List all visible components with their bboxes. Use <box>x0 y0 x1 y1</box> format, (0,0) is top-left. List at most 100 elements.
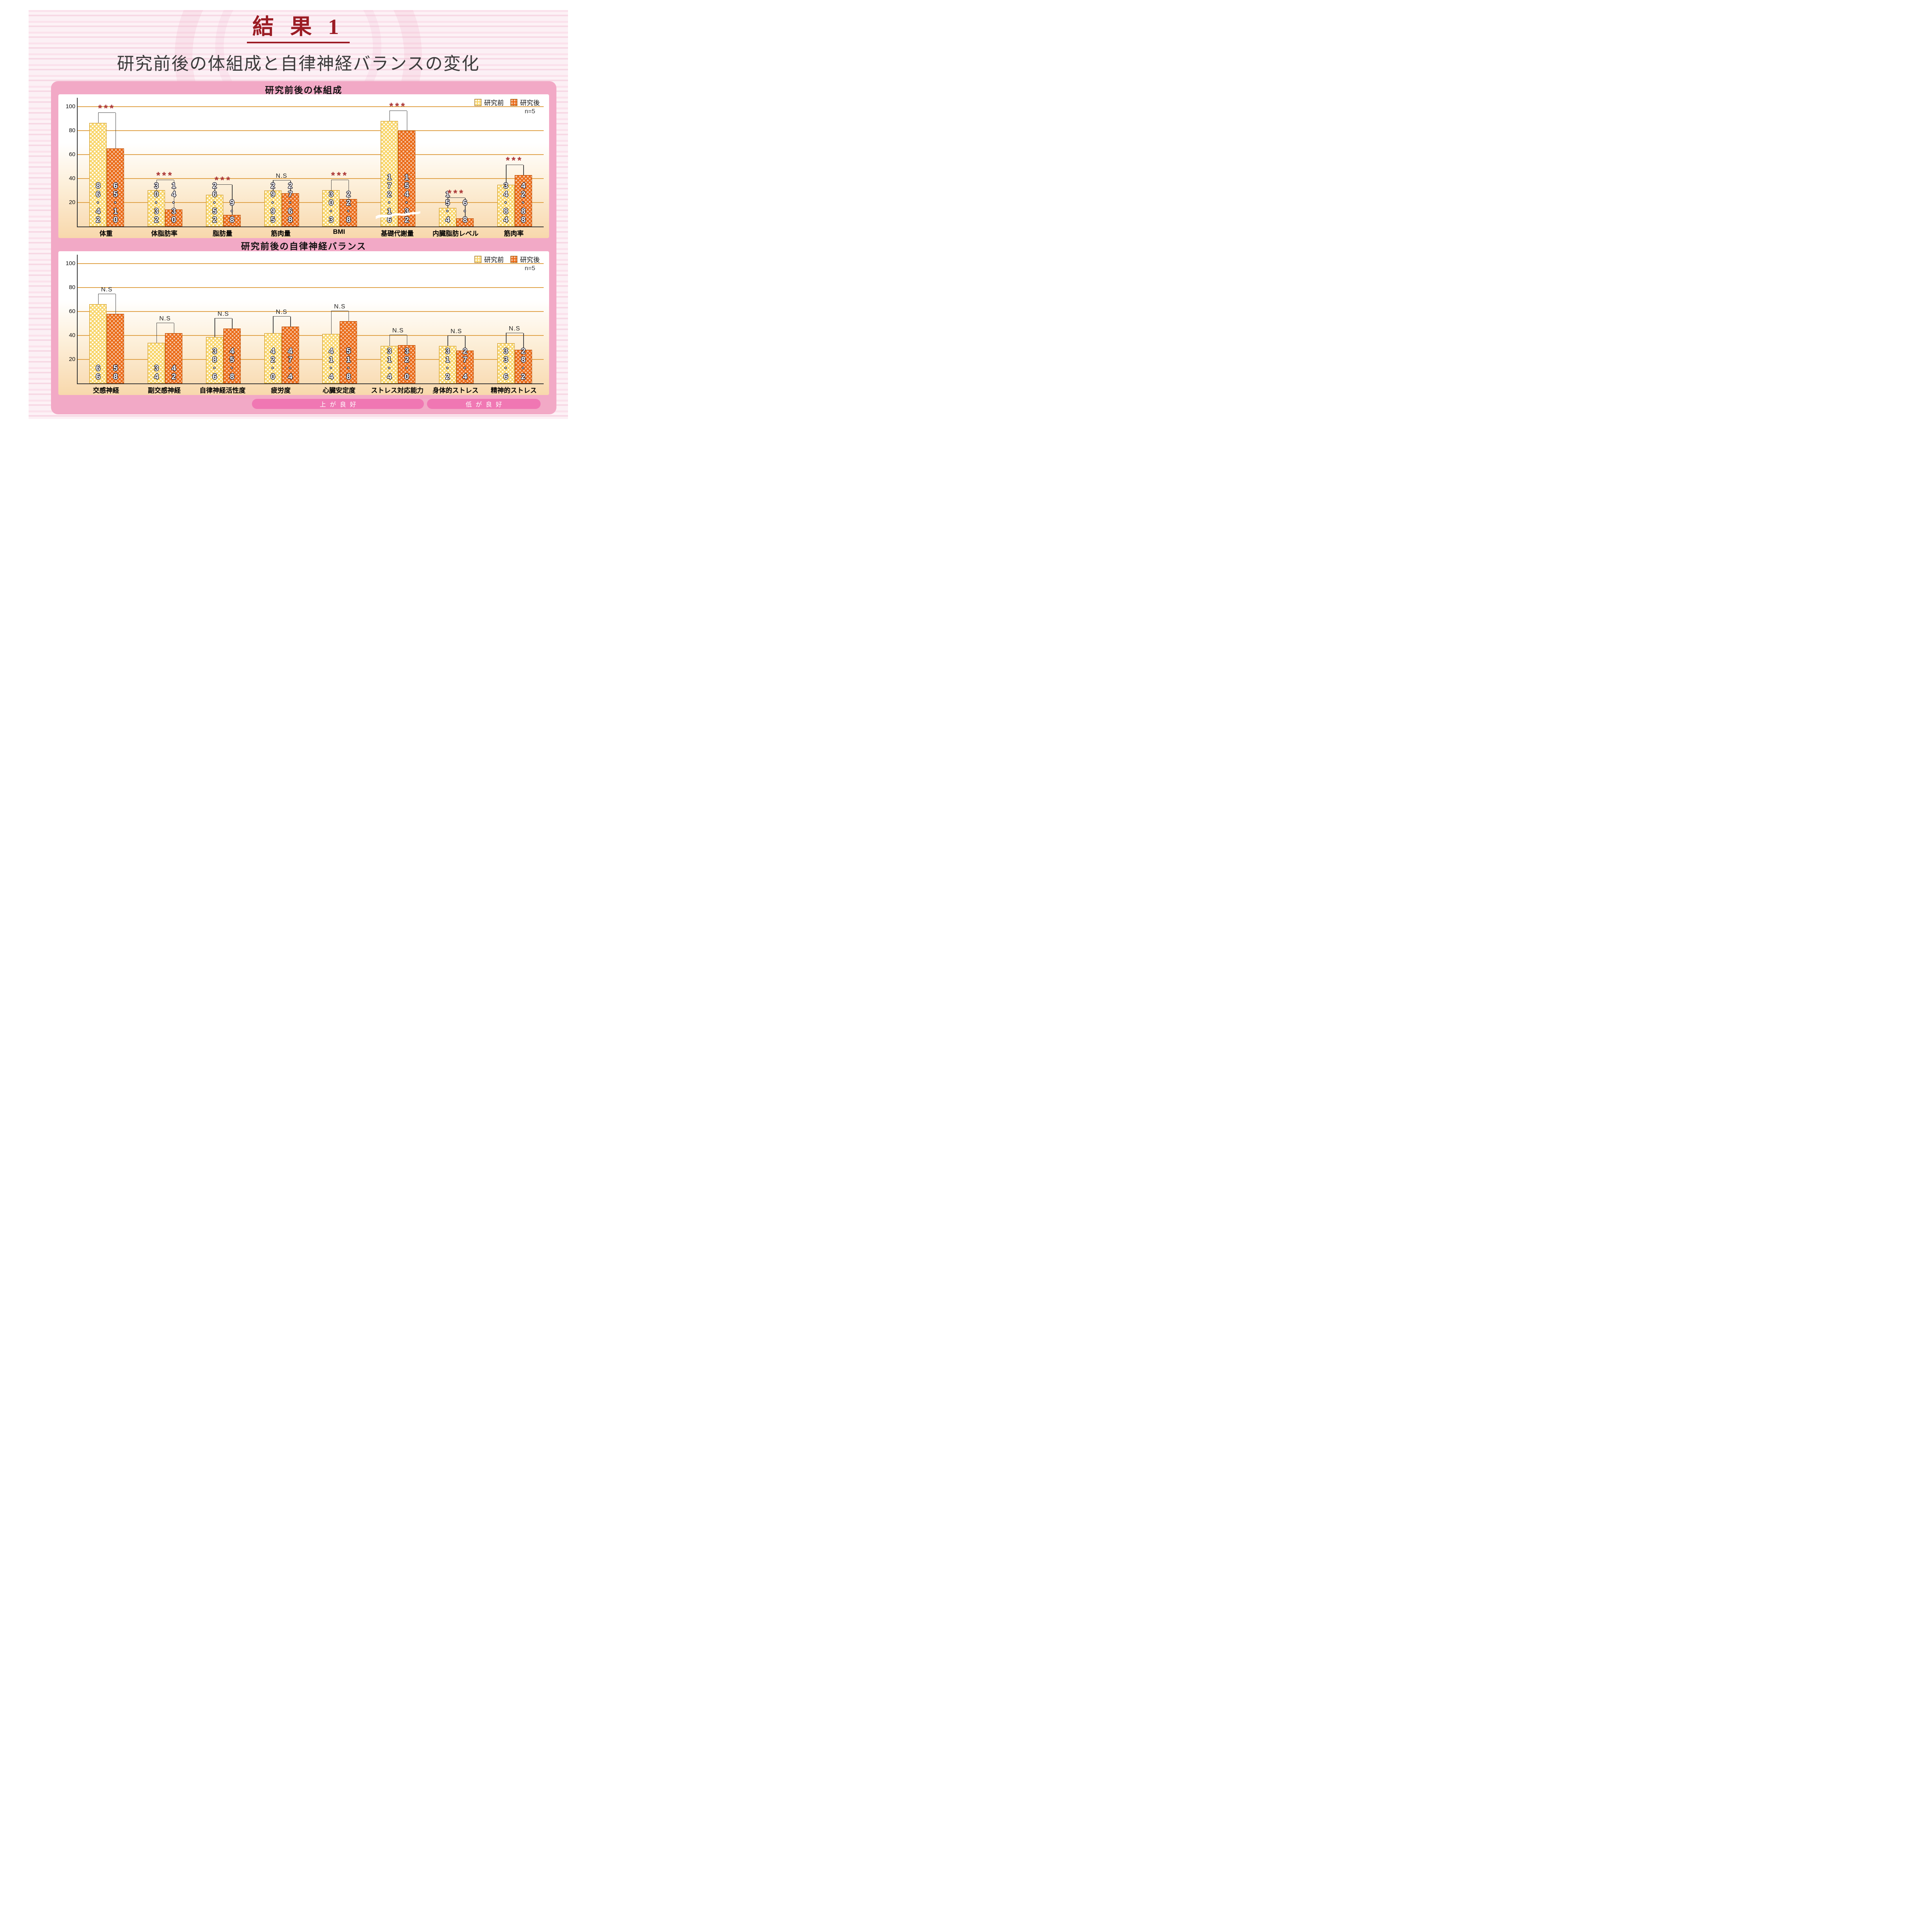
x-axis-labels: 交感神経 副交感神経 自律神経活性度 疲労度 心臓安定度 ストレス対応能力 身体的ストレス 精… <box>77 385 544 394</box>
bar-研究前-疲労度: 42·0 <box>264 333 282 383</box>
bar-研究後-BMI: 22·8 <box>340 190 357 226</box>
bar-研究前-BMI: 30·3 <box>322 190 340 226</box>
bar-研究後-内臓脂肪レベル: 6·8 <box>456 199 474 226</box>
x-axis-label: 筋肉率 <box>504 230 524 237</box>
legend-row: 研究前 研究後 <box>474 97 544 107</box>
x-axis-label: 疲労度 <box>271 387 291 394</box>
bar-研究後-副交感神経: 42 <box>165 333 183 383</box>
x-axis-label: 自律神経活性度 <box>199 387 246 394</box>
bar-研究前-基礎代謝量: 172·16 <box>381 121 398 226</box>
title-wrap: 結 果 1 <box>29 15 568 43</box>
x-axis-label: 内臓脂肪レベル <box>432 230 479 237</box>
bar-研究前-ストレス対応能力: 31·4 <box>381 346 398 383</box>
significance-bracket-leg <box>98 113 99 123</box>
bar-研究後-筋肉率: 42·88 <box>514 175 532 226</box>
significance-bracket-leg <box>465 336 466 351</box>
bar-value-label: 30·32 <box>152 182 161 224</box>
significance-label: N.S <box>276 309 287 316</box>
bar-研究後-精神的ストレス: 28·2 <box>514 347 532 383</box>
x-axis-label: 体脂肪率 <box>151 230 178 237</box>
significance-bracket <box>98 112 116 113</box>
y-axis-tick: 20 <box>69 199 75 206</box>
bar-value-label: 6·8 <box>461 199 469 224</box>
chart-legend: 研究前 研究後 n=5 <box>474 97 544 115</box>
legend-label-before: 研究前 <box>484 256 504 264</box>
bar-value-label: 42·88 <box>519 182 528 224</box>
x-axis-label: 筋肉量 <box>271 230 291 237</box>
bar-研究前-内臓脂肪レベル: 15·4 <box>439 190 456 226</box>
significance-label: *** <box>447 187 465 199</box>
x-axis-label: 心臓安定度 <box>322 387 355 394</box>
bar-研究前-自律神経活性度: 38·6 <box>206 337 223 383</box>
bar-value-label: 172·16 <box>385 173 394 224</box>
significance-bracket-leg <box>389 335 390 346</box>
bar-研究前-交感神経: 66 <box>89 304 107 383</box>
significance-bracket-leg <box>389 111 390 121</box>
y-axis-tick: 40 <box>69 175 75 182</box>
bar-value-label: 30·3 <box>327 190 335 224</box>
significance-label: N.S <box>334 303 346 310</box>
bar-研究後-ストレス対応能力: 32·0 <box>398 345 416 383</box>
bar-研究後-体脂肪率: 14·30 <box>165 182 183 226</box>
gridline <box>78 287 544 288</box>
bar-value-label: 31·2 <box>443 347 452 381</box>
significance-label: *** <box>98 102 116 114</box>
significance-bracket-leg <box>98 294 99 305</box>
gridline <box>78 359 544 360</box>
bar-研究前-副交感神経: 34 <box>148 342 165 383</box>
significance-bracket-leg <box>156 323 157 343</box>
significance-label: *** <box>156 170 174 182</box>
significance-bracket <box>214 184 232 185</box>
bar-value-label: 51·8 <box>344 347 353 381</box>
y-axis-tick: 100 <box>65 103 75 110</box>
chart-title-autonomic-balance: 研究前後の自律神経バランス <box>241 241 367 251</box>
significance-label: N.S <box>509 325 520 332</box>
bar-value-label: 9·8 <box>228 199 236 224</box>
page-title: 結 果 1 <box>247 15 350 43</box>
legend-swatch-after-icon <box>510 255 517 263</box>
bar-研究後-脂肪量: 9·8 <box>223 199 241 226</box>
bar-value-label: 22·8 <box>344 190 353 224</box>
significance-bracket-leg <box>232 318 233 329</box>
bar-研究後-身体的ストレス: 27·4 <box>456 347 474 383</box>
significance-bracket-leg <box>523 165 524 175</box>
significance-bracket-leg <box>331 180 332 191</box>
legend-row: 研究前 研究後 <box>474 254 544 264</box>
note-higher-better-pill: 上が良好 <box>252 399 424 409</box>
gridline <box>78 335 544 336</box>
bar-value-label: 58 <box>111 364 120 381</box>
y-axis-tick: 80 <box>69 127 75 134</box>
significance-label: N.S <box>218 311 229 318</box>
significance-label: N.S <box>392 327 404 334</box>
bar-value-label: 42·0 <box>269 347 277 381</box>
significance-label: *** <box>331 170 349 182</box>
bar-value-label: 27·4 <box>461 347 469 381</box>
gridline <box>78 106 544 107</box>
bar-研究後-交感神経: 58 <box>107 314 124 383</box>
significance-bracket-leg <box>214 184 215 195</box>
bar-value-label: 26·52 <box>210 182 219 224</box>
significance-bracket-leg <box>506 165 507 185</box>
significance-bracket-leg <box>232 184 233 215</box>
bar-value-label: 47·4 <box>286 347 295 381</box>
significance-bracket-leg <box>214 318 215 337</box>
bar-研究前-筋肉量: 29·95 <box>264 182 282 226</box>
bar-value-label: 38·6 <box>210 347 219 381</box>
plot-area: 20 40 60 80 100 86·42 65·10 *** 30·32 14·30 *** 26·… <box>66 98 544 227</box>
y-axis-tick: 40 <box>69 332 75 339</box>
y-axis-tick: 60 <box>69 151 75 158</box>
legend-swatch-before-icon <box>474 99 481 106</box>
significance-label: *** <box>505 155 524 167</box>
note-lower-better-pill: 低が良好 <box>427 399 541 409</box>
x-axis-label: 精神的ストレス <box>491 387 537 394</box>
bar-value-label: 28·2 <box>519 347 528 381</box>
bar-研究後-体重: 65·10 <box>107 148 124 226</box>
sample-size-label: n=5 <box>524 108 535 115</box>
gridline <box>78 263 544 264</box>
legend-swatch-after-icon <box>510 99 517 106</box>
significance-bracket-leg <box>290 317 291 327</box>
bar-研究前-体脂肪率: 30·32 <box>148 182 165 226</box>
legend-label-before: 研究前 <box>484 99 504 107</box>
significance-bracket-leg <box>523 333 524 350</box>
bar-value-label: 34·84 <box>502 182 510 224</box>
